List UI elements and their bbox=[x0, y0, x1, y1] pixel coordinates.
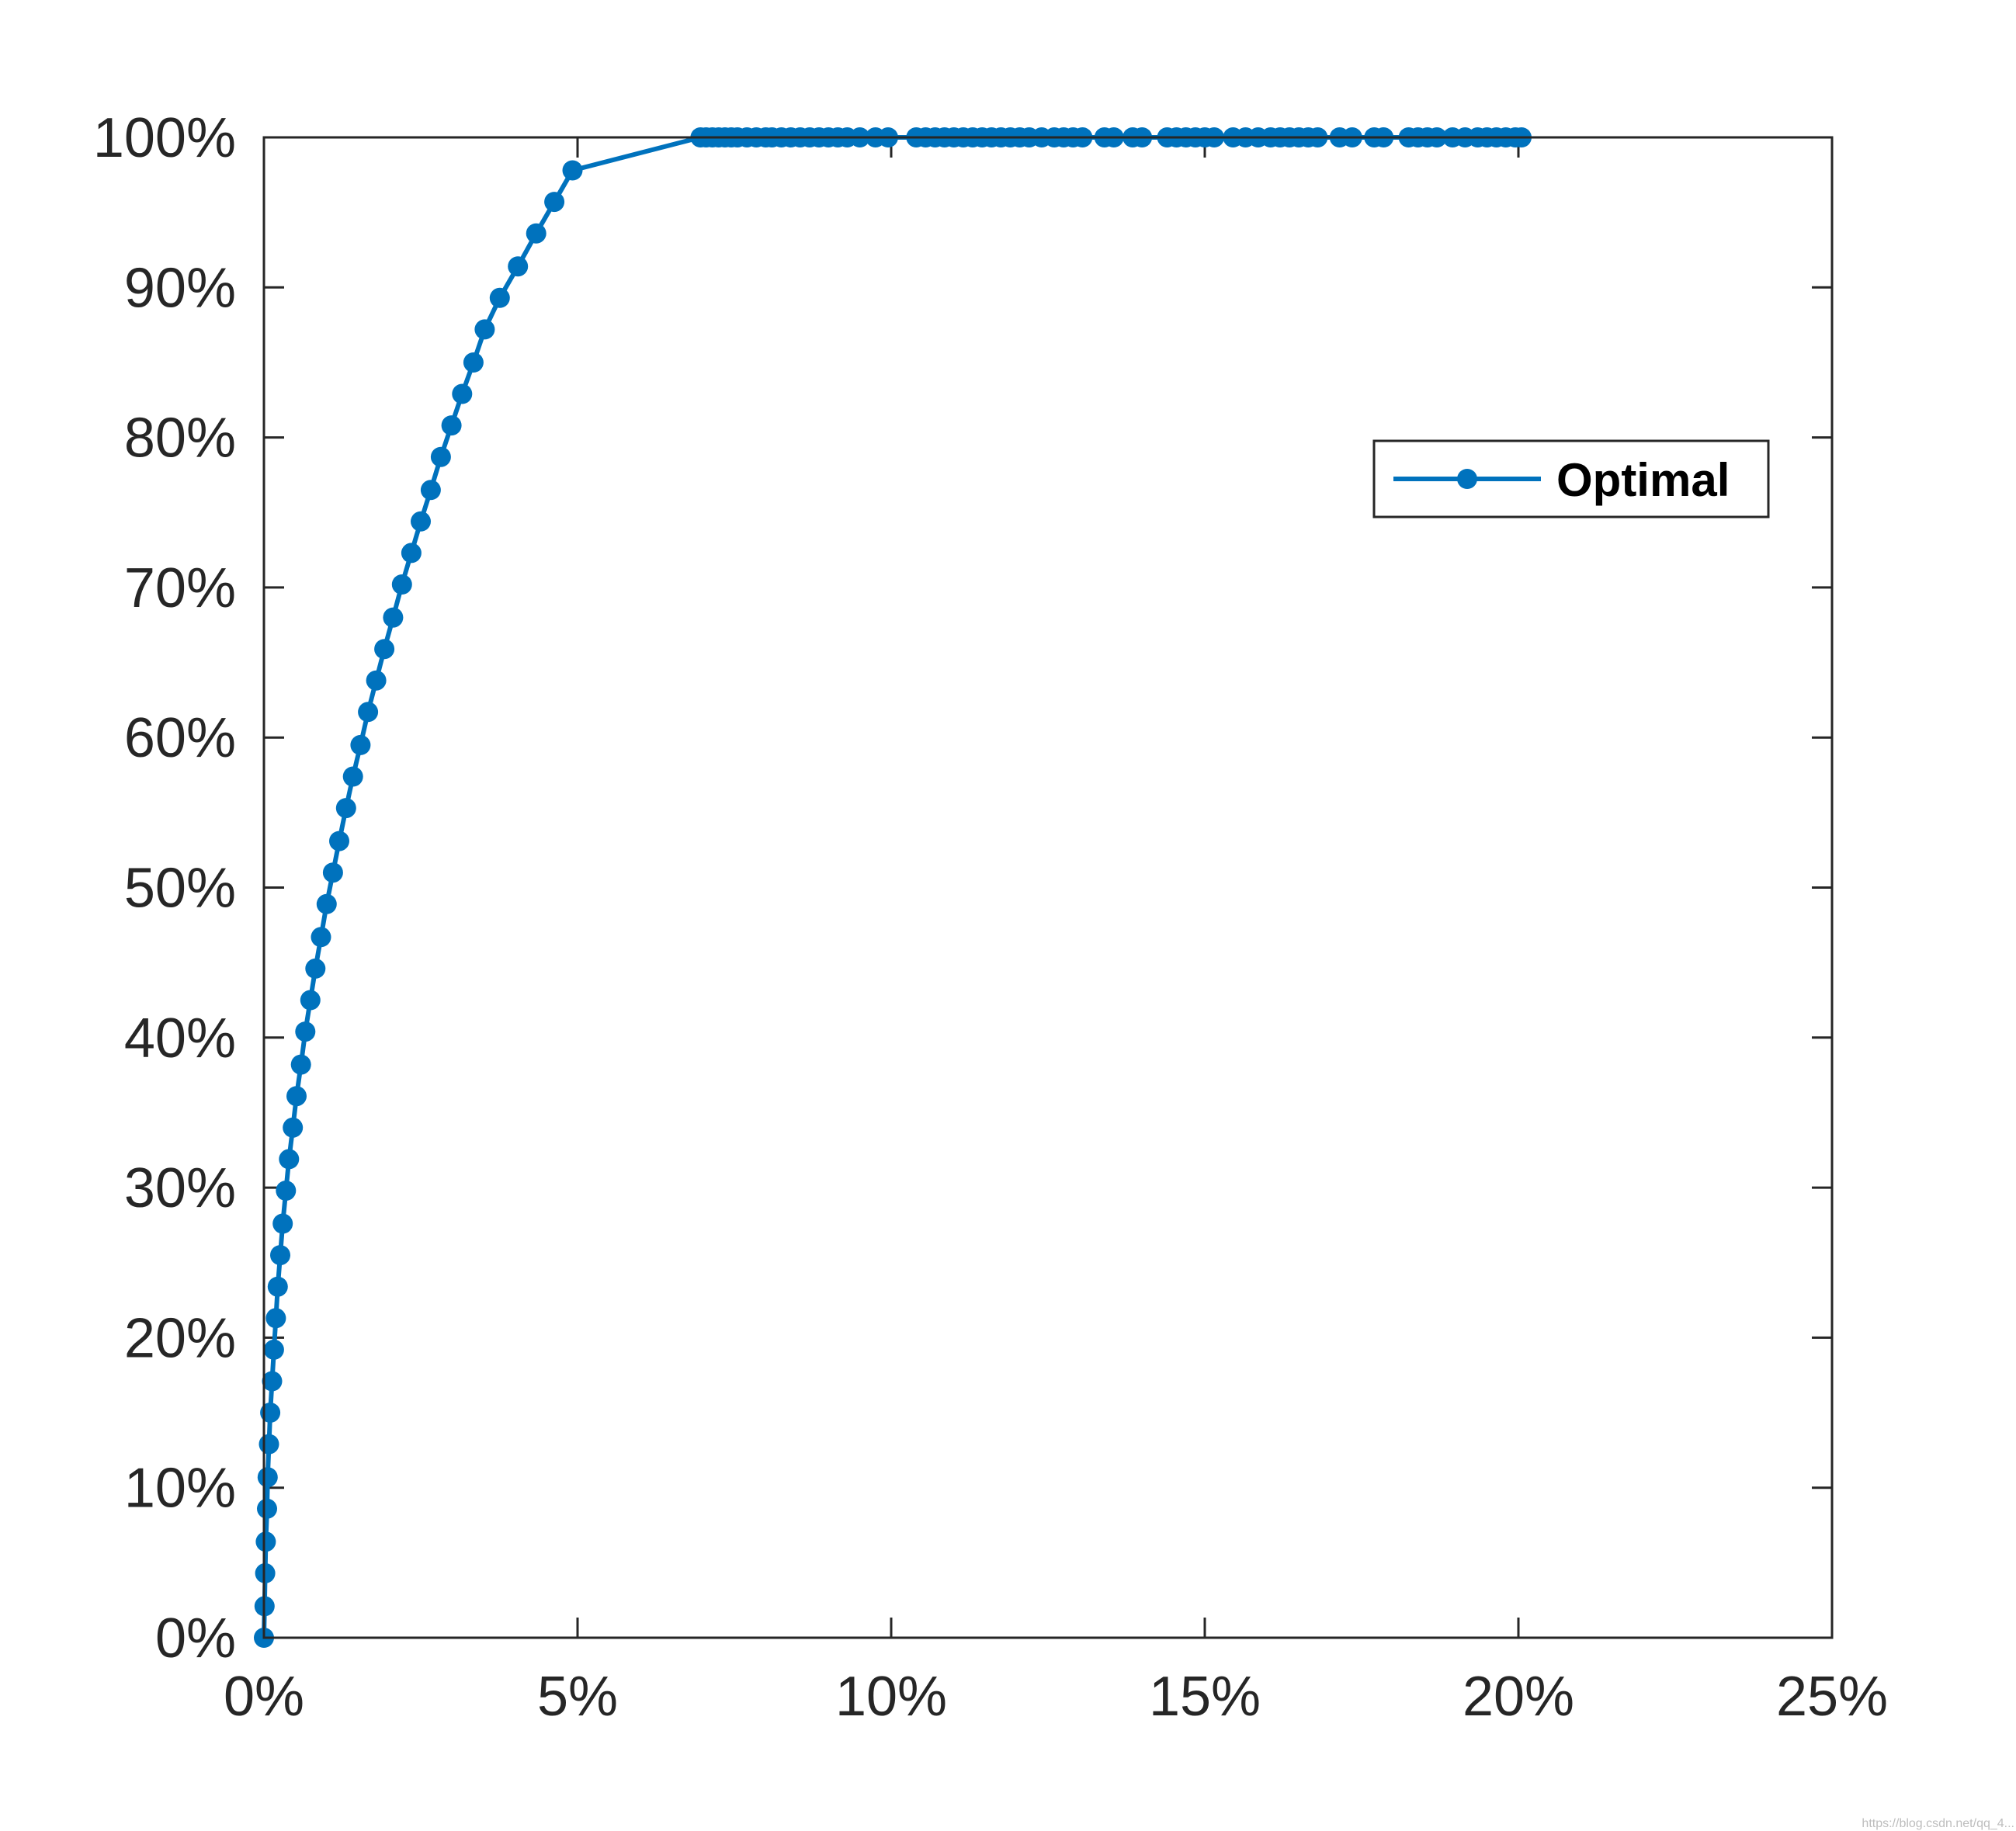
data-point bbox=[276, 1181, 297, 1201]
data-point bbox=[260, 1403, 281, 1423]
data-point bbox=[279, 1149, 300, 1170]
data-point bbox=[391, 574, 412, 595]
data-point bbox=[329, 831, 349, 851]
y-tick-label: 50% bbox=[124, 858, 236, 920]
data-point bbox=[262, 1371, 283, 1392]
data-point bbox=[463, 352, 484, 373]
data-point bbox=[411, 511, 431, 532]
data-point bbox=[295, 1021, 316, 1042]
data-point bbox=[374, 639, 395, 660]
axes-box bbox=[262, 136, 1834, 1639]
y-tick-label: 30% bbox=[124, 1157, 236, 1219]
data-point bbox=[350, 734, 371, 755]
x-tick-label: 0% bbox=[224, 1666, 304, 1728]
y-tick-label: 10% bbox=[124, 1458, 236, 1520]
y-tick-label: 20% bbox=[124, 1307, 236, 1369]
x-tick-label: 10% bbox=[835, 1666, 947, 1728]
plot-area bbox=[264, 137, 1832, 1638]
x-tick-label: 20% bbox=[1463, 1666, 1574, 1728]
legend-label-optimal: Optimal bbox=[1556, 454, 1730, 506]
data-point bbox=[257, 1467, 278, 1488]
data-point bbox=[335, 798, 356, 819]
data-point bbox=[316, 893, 337, 914]
legend: Optimal bbox=[1372, 439, 1770, 518]
data-point bbox=[290, 1054, 311, 1075]
legend-marker-sample bbox=[1457, 469, 1477, 489]
data-point bbox=[474, 319, 495, 340]
data-point bbox=[255, 1562, 276, 1583]
data-point bbox=[270, 1245, 290, 1266]
data-point bbox=[265, 1308, 286, 1329]
y-tick-label: 90% bbox=[124, 257, 236, 319]
y-tick-label: 100% bbox=[93, 107, 236, 169]
data-point bbox=[255, 1531, 276, 1552]
data-point bbox=[311, 927, 331, 948]
x-tick-label: 25% bbox=[1776, 1666, 1888, 1728]
data-point bbox=[562, 160, 583, 181]
data-point bbox=[267, 1276, 288, 1297]
data-point bbox=[300, 990, 321, 1011]
data-point bbox=[526, 223, 547, 244]
data-point bbox=[420, 480, 441, 501]
data-point bbox=[383, 607, 404, 628]
x-tick-label: 5% bbox=[537, 1666, 618, 1728]
data-point bbox=[283, 1117, 304, 1138]
data-point bbox=[441, 415, 462, 436]
data-point bbox=[286, 1086, 307, 1107]
data-point bbox=[272, 1213, 293, 1234]
data-point bbox=[305, 958, 326, 979]
y-tick-label: 80% bbox=[124, 407, 236, 470]
watermark: https://blog.csdn.net/qq_4... bbox=[1862, 1817, 2014, 1830]
data-point bbox=[452, 383, 473, 404]
data-point bbox=[366, 670, 387, 691]
data-point bbox=[342, 766, 363, 787]
y-tick-label: 0% bbox=[155, 1607, 236, 1670]
data-point bbox=[259, 1434, 279, 1455]
data-point bbox=[430, 446, 451, 467]
data-point bbox=[358, 702, 379, 723]
data-point bbox=[489, 287, 510, 308]
data-point bbox=[257, 1498, 277, 1519]
data-point bbox=[401, 543, 422, 564]
data-point bbox=[544, 192, 565, 213]
data-point bbox=[508, 256, 529, 277]
axis-tick-labels: 0% 5% 10% 15% 20% 25% 0% 10% 20% 30% 40% 50% 60% 70% 8… bbox=[93, 107, 1888, 1728]
y-tick-label: 60% bbox=[124, 707, 236, 769]
data-point bbox=[263, 1339, 284, 1360]
x-tick-label: 15% bbox=[1149, 1666, 1261, 1728]
y-tick-label: 70% bbox=[124, 557, 236, 619]
y-tick-label: 40% bbox=[124, 1007, 236, 1070]
data-point bbox=[322, 862, 343, 883]
